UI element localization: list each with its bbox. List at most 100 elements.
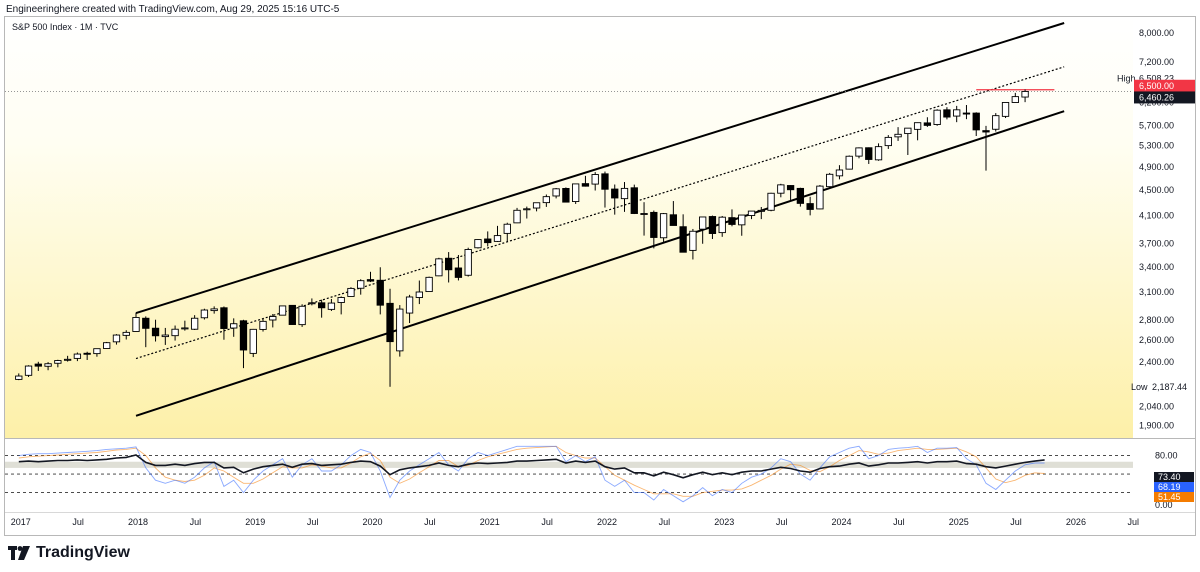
candle [845,155,853,170]
candle [63,355,72,362]
candle-body [132,317,140,332]
candle-body [620,187,629,200]
candle-body [1021,91,1029,98]
candle-body [357,280,365,289]
candle [738,214,746,236]
candle [1021,89,1029,103]
candle-body [347,287,355,297]
rsi-tick-label: 0.00 [1155,500,1173,510]
candle-body [317,302,326,309]
candle-body [278,305,287,316]
candle [415,280,423,305]
candle-body [884,136,892,147]
candle-body [738,214,746,226]
candle-body [24,365,33,376]
candle-body [894,133,902,138]
time-tick-label: 2022 [597,517,617,527]
candle-body [953,109,961,117]
candle [865,147,873,164]
candle [650,210,658,249]
candle [142,316,150,348]
candle [249,328,257,358]
candle-body [943,109,951,118]
candle [357,279,365,295]
time-tick-label: 2020 [362,517,382,527]
candle-body [757,209,765,212]
candle-body [542,196,551,204]
candle [445,252,453,283]
price-tick-label: 5,700.00 [1139,121,1174,131]
candle [278,305,287,316]
candle [171,325,179,341]
trend-line-1 [135,110,1065,417]
candle-body [239,320,248,351]
candle [620,182,629,212]
candle [884,135,892,149]
candle [669,201,678,226]
candle-body [15,375,23,380]
candle-body [523,208,531,211]
rsi-value-badge-text: 68.19 [1158,482,1181,492]
candle [239,319,248,369]
candle [786,185,795,201]
candle-body [992,115,1000,130]
candle [425,276,433,293]
candle [181,320,189,331]
chart-credit: Engineeringhere created with TradingView… [6,4,340,15]
candle [132,312,140,332]
time-tick-label: Jul [659,517,671,527]
candle-body [728,217,736,225]
candle-body [415,291,423,298]
candle-body [923,122,932,126]
candle [73,352,82,362]
candle [992,113,1000,132]
candle-body [484,238,492,244]
candle-body [767,192,775,211]
symbol-label: S&P 500 Index · 1M · TVC [12,22,119,32]
candle-body [83,352,91,355]
high-label: High [1117,73,1136,83]
rsi-value-badge [1154,492,1194,502]
price-tick-label: 4,900.00 [1139,162,1174,172]
candle [288,304,296,325]
rsi-value-badge-text: 51.45 [1158,492,1181,502]
trend-line-0 [135,22,1065,315]
candle-body [151,327,160,337]
candle-body [220,307,228,329]
candle [679,214,687,253]
candle-body [93,348,101,355]
candle [464,247,472,277]
time-tick-label: Jul [776,517,788,527]
candle-body [181,327,189,330]
candle-body [904,127,912,135]
candle-body [532,202,541,209]
low-value: 2,187.44 [1152,382,1187,392]
rsi-value-badge-text: 73.40 [1158,472,1181,482]
time-tick-label: Jul [1128,517,1140,527]
candle-body [210,308,218,312]
candle [894,127,902,141]
candle [503,222,511,242]
rsi-series-line [18,454,1045,479]
resistance-badge [1134,79,1195,92]
candle-body [464,249,472,276]
rsi-layer [5,445,1133,503]
candle-body [845,155,853,170]
chart-svg[interactable]: 8,000.007,200.006,200.005,700.005,300.00… [5,17,1195,535]
candle [347,287,355,297]
candle [523,206,531,219]
candle [210,306,218,314]
price-tick-label: 2,600.00 [1139,335,1174,345]
candle [943,107,951,120]
candle [259,318,267,332]
time-tick-label: Jul [190,517,202,527]
candle [532,202,541,212]
time-tick-label: 2017 [11,517,31,527]
candle-body [474,239,482,249]
time-tick-label: 2026 [1066,517,1086,527]
candle [767,192,775,212]
rsi-band [5,461,1133,468]
candle [230,318,238,337]
chart-frame[interactable]: 8,000.007,200.006,200.005,700.005,300.00… [4,16,1196,536]
candle [1011,92,1019,103]
